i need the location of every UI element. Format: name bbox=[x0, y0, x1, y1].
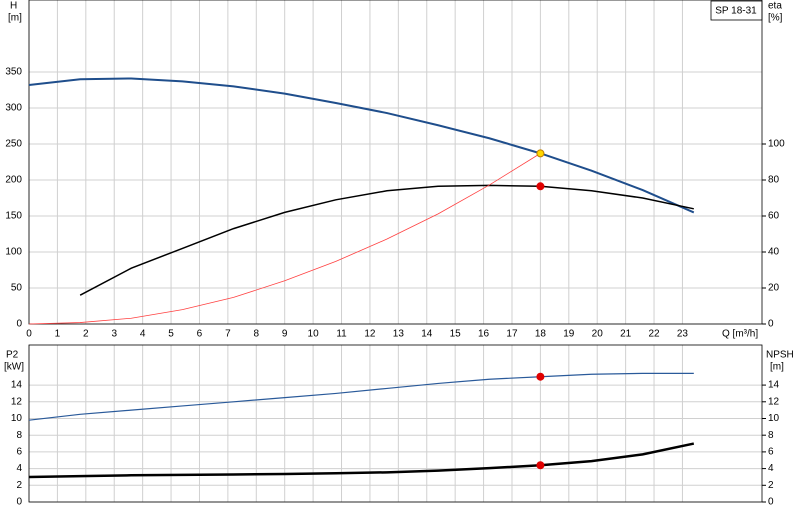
x-tick-label: 12 bbox=[364, 329, 376, 340]
y-tick-label: 200 bbox=[5, 175, 22, 186]
x-tick-label: 23 bbox=[677, 329, 689, 340]
y2-tick-label: 10 bbox=[768, 413, 780, 424]
x-tick-label: 9 bbox=[282, 329, 288, 340]
y-axis-unit: [m] bbox=[8, 13, 22, 24]
y2-tick-label: 6 bbox=[768, 447, 774, 458]
x-tick-label: 13 bbox=[393, 329, 405, 340]
curve bbox=[28, 153, 541, 325]
y2-tick-label: 0 bbox=[768, 497, 774, 508]
plot-frame bbox=[28, 344, 763, 503]
y-tick-label: 10 bbox=[11, 413, 23, 424]
x-tick-label: 3 bbox=[111, 329, 117, 340]
pump-label: SP 18-31 bbox=[715, 6, 757, 17]
y2-axis-label: eta bbox=[768, 1, 782, 12]
x-tick-label: 10 bbox=[308, 329, 320, 340]
y-tick-label: 2 bbox=[16, 480, 22, 491]
y-tick-label: 14 bbox=[11, 380, 23, 391]
y-tick-label: 100 bbox=[5, 247, 22, 258]
x-tick-label: 5 bbox=[168, 329, 174, 340]
y-tick-label: 4 bbox=[16, 463, 22, 474]
y2-tick-label: 4 bbox=[768, 463, 774, 474]
duty-point bbox=[536, 461, 545, 470]
y2-tick-label: 2 bbox=[768, 480, 774, 491]
y2-tick-label: 0 bbox=[768, 319, 774, 330]
x-tick-label: 19 bbox=[563, 329, 575, 340]
curve bbox=[28, 442, 695, 479]
y2-tick-label: 8 bbox=[768, 430, 774, 441]
curve bbox=[28, 77, 695, 214]
x-tick-label: 17 bbox=[506, 329, 518, 340]
x-tick-label: 18 bbox=[535, 329, 547, 340]
x-tick-label: 15 bbox=[450, 329, 462, 340]
y2-axis-unit: [m] bbox=[770, 362, 784, 373]
y-axis-unit: [kW] bbox=[4, 362, 24, 373]
y2-tick-label: 12 bbox=[768, 396, 780, 407]
curve bbox=[79, 184, 694, 296]
y2-tick-label: 20 bbox=[768, 283, 780, 294]
duty-point bbox=[536, 182, 545, 191]
curve bbox=[28, 372, 694, 421]
y2-tick-label: 80 bbox=[768, 175, 780, 186]
duty-point bbox=[536, 149, 545, 158]
plot-frame bbox=[28, 0, 763, 325]
x-tick-label: 22 bbox=[648, 329, 660, 340]
x-tick-label: 4 bbox=[140, 329, 146, 340]
y-tick-label: 150 bbox=[5, 211, 22, 222]
y2-tick-label: 14 bbox=[768, 380, 780, 391]
y2-tick-label: 100 bbox=[768, 139, 785, 150]
x-tick-label: 14 bbox=[421, 329, 433, 340]
y2-tick-label: 60 bbox=[768, 211, 780, 222]
y-tick-label: 8 bbox=[16, 430, 22, 441]
y-axis-label: P2 bbox=[6, 350, 19, 361]
y2-axis-unit: [%] bbox=[768, 13, 783, 24]
x-tick-label: 1 bbox=[55, 329, 61, 340]
y-tick-label: 0 bbox=[16, 319, 22, 330]
y-tick-label: 0 bbox=[16, 497, 22, 508]
y-axis-label: H bbox=[10, 1, 17, 12]
duty-point bbox=[536, 372, 545, 381]
y-tick-label: 12 bbox=[11, 396, 23, 407]
y-tick-label: 350 bbox=[5, 67, 22, 78]
x-tick-label: 6 bbox=[197, 329, 203, 340]
x-tick-label: 0 bbox=[26, 329, 32, 340]
x-tick-label: 16 bbox=[478, 329, 490, 340]
x-tick-label: 20 bbox=[592, 329, 604, 340]
x-tick-label: 21 bbox=[620, 329, 632, 340]
x-tick-label: 7 bbox=[225, 329, 231, 340]
y2-axis-label: NPSH bbox=[766, 350, 794, 361]
x-axis-label: Q [m³/h] bbox=[722, 329, 758, 340]
x-tick-label: 2 bbox=[83, 329, 89, 340]
y-tick-label: 6 bbox=[16, 447, 22, 458]
y-tick-label: 300 bbox=[5, 103, 22, 114]
y2-tick-label: 40 bbox=[768, 247, 780, 258]
x-tick-label: 11 bbox=[336, 329, 347, 340]
y-tick-label: 50 bbox=[11, 283, 23, 294]
x-tick-label: 8 bbox=[254, 329, 260, 340]
y-tick-label: 250 bbox=[5, 139, 22, 150]
